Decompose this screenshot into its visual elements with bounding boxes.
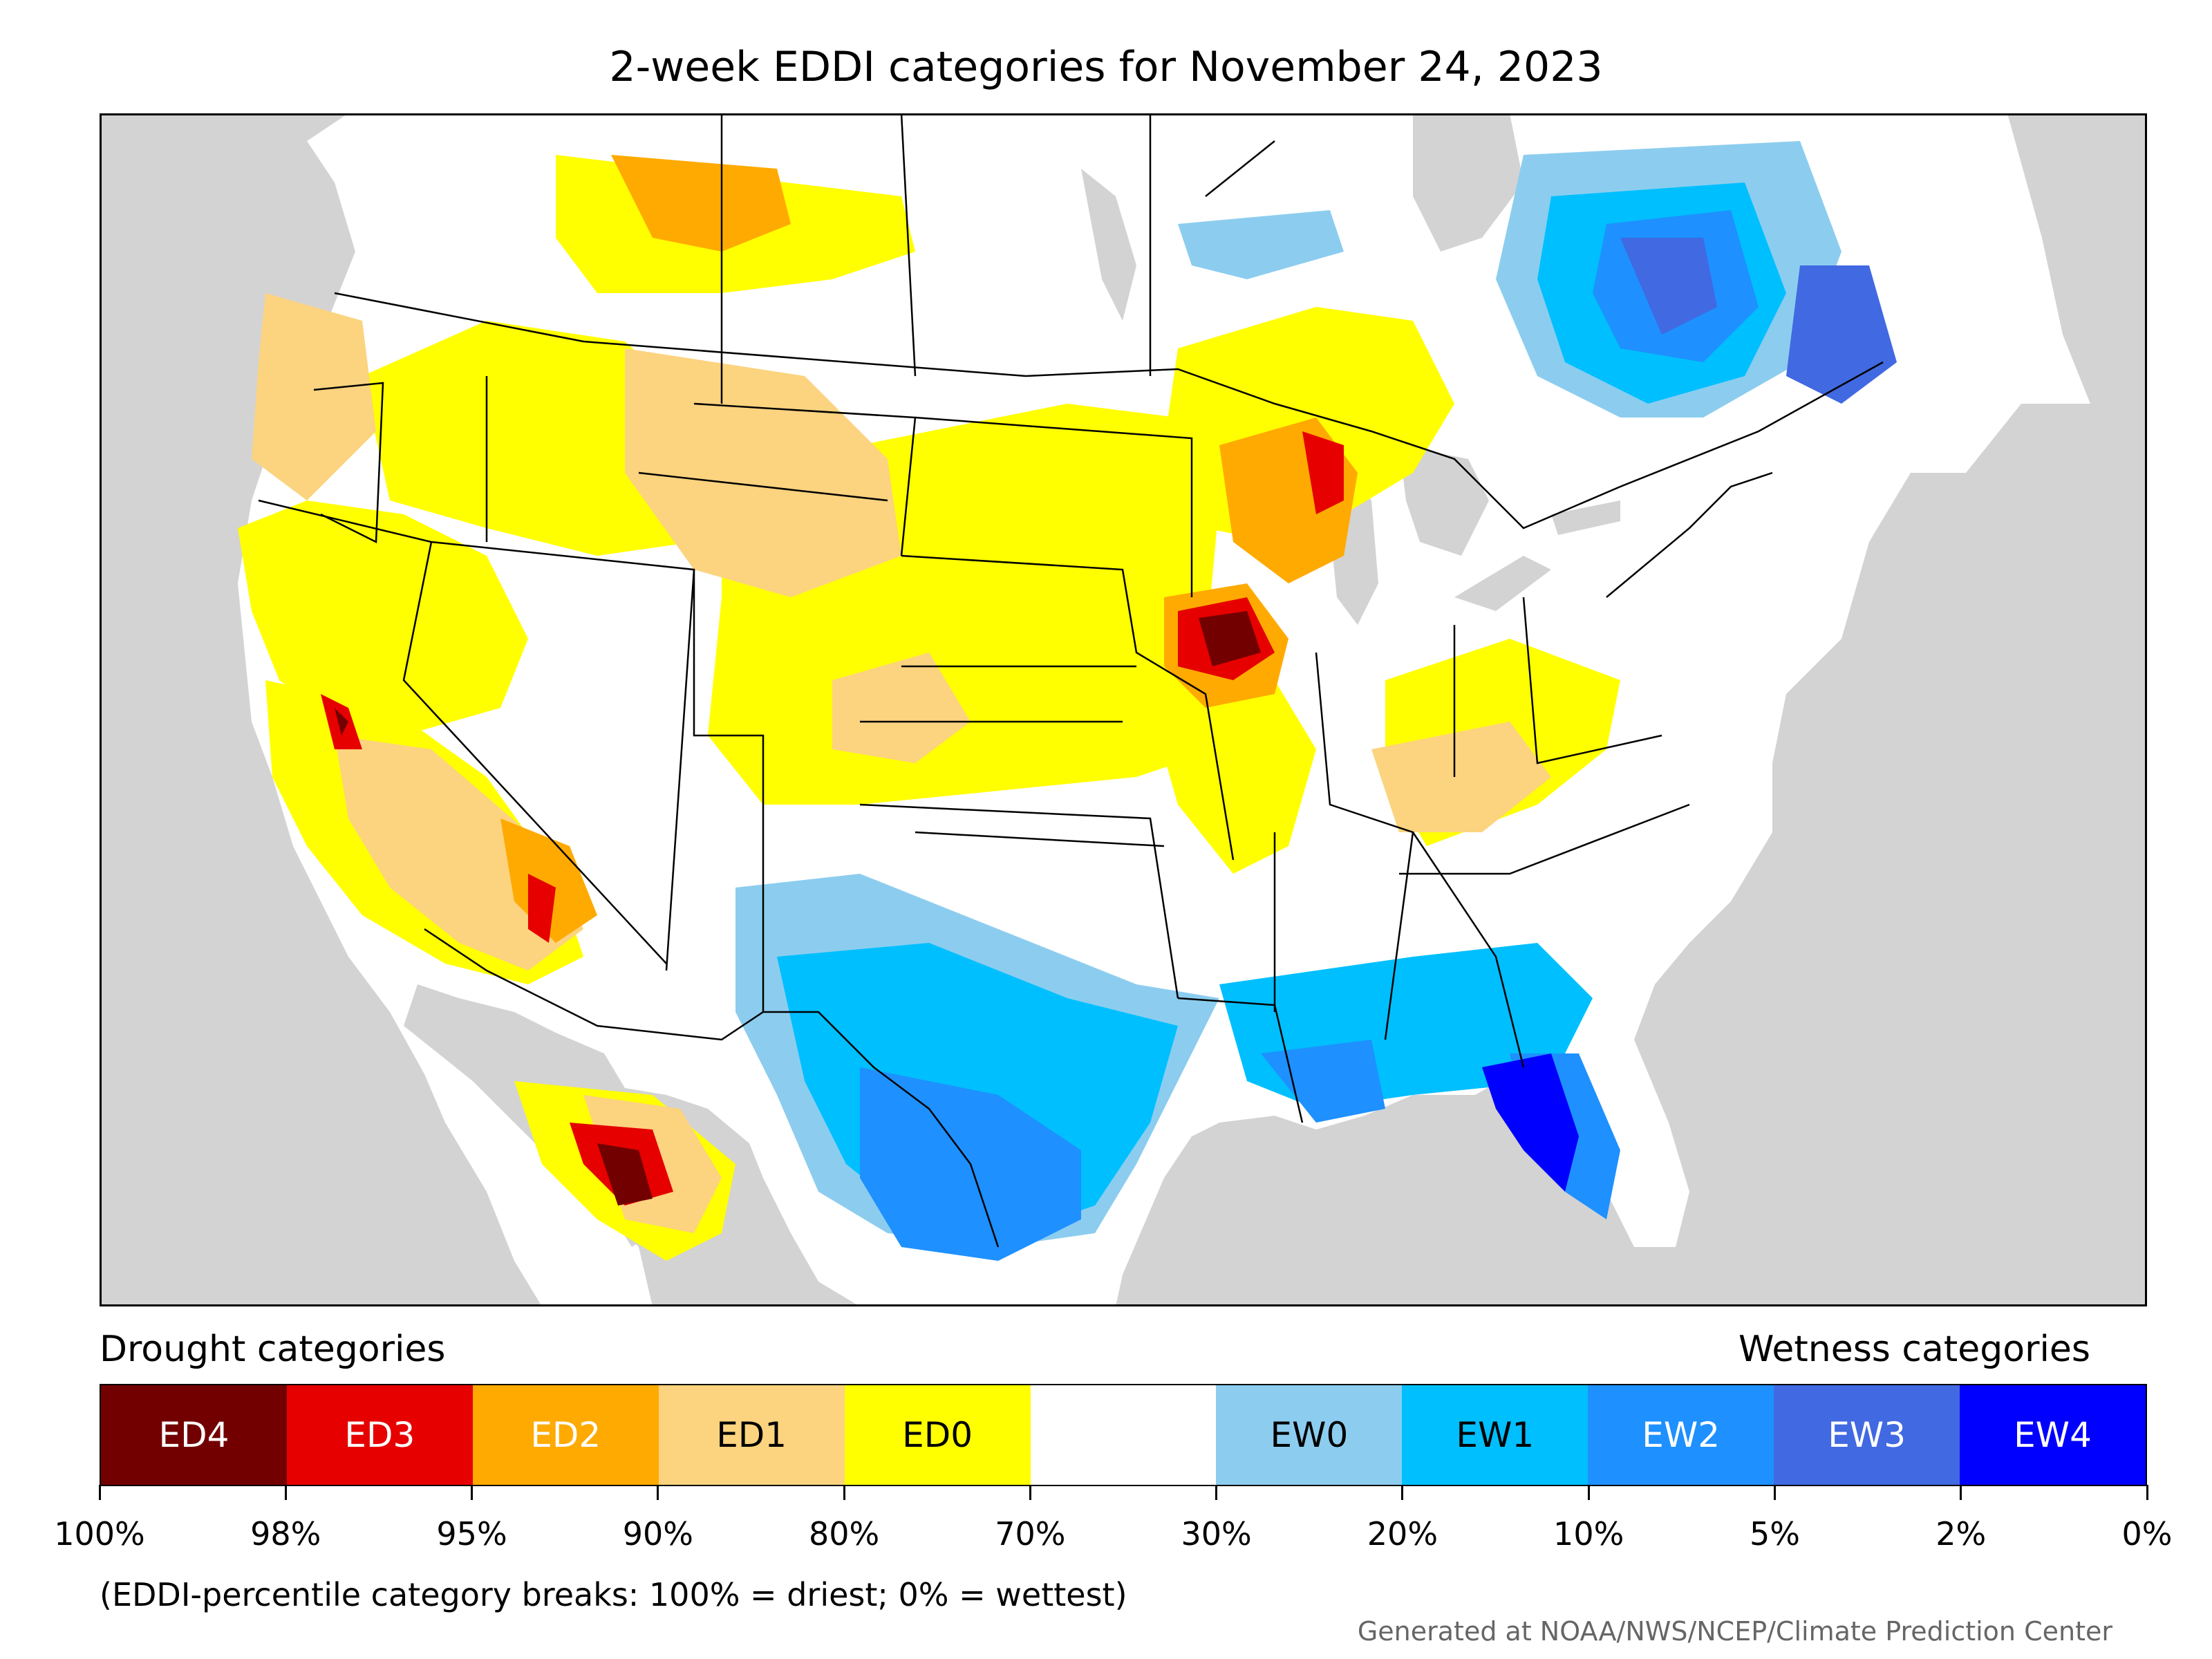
legend-tick bbox=[1773, 1485, 1776, 1500]
state-line bbox=[915, 416, 1193, 597]
region-ew4 bbox=[1482, 1053, 1579, 1192]
credit-text: Generated at NOAA/NWS/NCEP/Climate Predi… bbox=[1357, 1616, 2112, 1647]
legend-tick bbox=[2146, 1485, 2148, 1500]
legend-swatch: ED0 bbox=[844, 1385, 1031, 1485]
state-line bbox=[638, 471, 888, 502]
legend-tick bbox=[1215, 1485, 1218, 1500]
region-ew0 bbox=[1178, 210, 1344, 279]
region-ed3 bbox=[1302, 431, 1344, 514]
state-line bbox=[859, 803, 1179, 999]
legend-swatch: EW3 bbox=[1774, 1385, 1960, 1485]
legend-tick-label: 2% bbox=[1936, 1515, 1987, 1553]
wetness-regions bbox=[735, 141, 1897, 1261]
legend-tick bbox=[471, 1485, 474, 1500]
state-line bbox=[915, 831, 1165, 847]
state-line bbox=[313, 382, 384, 543]
legend-swatch: ED1 bbox=[658, 1385, 845, 1485]
lake-ontario bbox=[1551, 500, 1620, 535]
legend-tick bbox=[657, 1485, 659, 1500]
legend-tick-label: 80% bbox=[808, 1515, 880, 1553]
canada-us-border bbox=[334, 292, 1884, 529]
map-frame bbox=[100, 113, 2147, 1306]
legend-swatch: ED2 bbox=[472, 1385, 659, 1485]
legend-colorbar: ED4 ED3 ED2 ED1 ED0 EW0 EW1 EW2 EW3 EW4 bbox=[100, 1384, 2147, 1486]
legend-swatch: ED3 bbox=[286, 1385, 473, 1485]
legend-tick-label: 0% bbox=[2121, 1515, 2173, 1553]
region-ed3 bbox=[528, 874, 556, 943]
legend-swatch: EW4 bbox=[1960, 1385, 2146, 1485]
legend-tick-label: 95% bbox=[436, 1515, 507, 1553]
region-ed0 bbox=[1150, 680, 1316, 874]
region-ed2 bbox=[500, 818, 597, 943]
state-line bbox=[1399, 803, 1690, 875]
eddi-map bbox=[100, 113, 2147, 1306]
region-ed1 bbox=[625, 348, 901, 597]
drought-regions bbox=[238, 155, 1620, 1261]
legend-tick bbox=[843, 1485, 845, 1500]
region-ew2 bbox=[1261, 1040, 1385, 1123]
legend-tick bbox=[1029, 1485, 1031, 1500]
legend-tick-label: 70% bbox=[995, 1515, 1066, 1553]
state-line bbox=[258, 499, 667, 964]
region-ed1 bbox=[335, 735, 583, 971]
wetness-categories-label: Wetness categories bbox=[1738, 1329, 2090, 1370]
region-ed4 bbox=[1199, 611, 1261, 666]
state-line bbox=[1606, 471, 1773, 598]
map-title: 2-week EDDI categories for November 24, … bbox=[609, 43, 1603, 91]
boundaries bbox=[258, 113, 1884, 1248]
legend-note: (EDDI-percentile category breaks: 100% =… bbox=[100, 1576, 1127, 1613]
legend-tick-label: 98% bbox=[250, 1515, 321, 1553]
lake-huron bbox=[1399, 445, 1489, 556]
legend-tick bbox=[284, 1485, 287, 1500]
region-ed4 bbox=[597, 1143, 653, 1206]
region-ed1 bbox=[832, 653, 971, 763]
legend-tick bbox=[1587, 1485, 1590, 1500]
lake-winnipeg bbox=[1081, 169, 1136, 321]
drought-categories-label: Drought categories bbox=[100, 1329, 446, 1370]
region-ed0 bbox=[238, 500, 528, 735]
province-line bbox=[900, 113, 917, 377]
us-mexico-border bbox=[424, 928, 1000, 1248]
legend-tick-label: 100% bbox=[54, 1515, 145, 1553]
legend-swatch: EW2 bbox=[1588, 1385, 1774, 1485]
legend-tick bbox=[1401, 1485, 1404, 1500]
region-ed1 bbox=[252, 293, 376, 500]
state-line bbox=[1315, 652, 1414, 1040]
region-ew3 bbox=[1620, 238, 1717, 335]
hudson-bay bbox=[1413, 113, 1524, 252]
region-ed4 bbox=[335, 708, 348, 735]
legend-tick-label: 30% bbox=[1181, 1515, 1252, 1553]
legend-tick-label: 5% bbox=[1749, 1515, 1800, 1553]
legend-tick bbox=[98, 1485, 101, 1500]
legend-tick-label: 20% bbox=[1367, 1515, 1438, 1553]
legend-swatch bbox=[1030, 1385, 1217, 1485]
legend-tick-label: 10% bbox=[1553, 1515, 1624, 1553]
state-line bbox=[1522, 597, 1662, 765]
legend-tick bbox=[1960, 1485, 1962, 1500]
legend-tick-label: 90% bbox=[622, 1515, 693, 1553]
state-line bbox=[693, 570, 765, 1012]
legend-swatch: EW1 bbox=[1402, 1385, 1588, 1485]
legend-swatch: ED4 bbox=[101, 1385, 287, 1485]
region-ed1 bbox=[1371, 722, 1551, 832]
state-line bbox=[901, 554, 1235, 861]
province-line bbox=[1205, 140, 1275, 197]
lake-erie bbox=[1454, 556, 1551, 611]
region-ed2 bbox=[611, 155, 791, 252]
legend-swatch: EW0 bbox=[1216, 1385, 1403, 1485]
